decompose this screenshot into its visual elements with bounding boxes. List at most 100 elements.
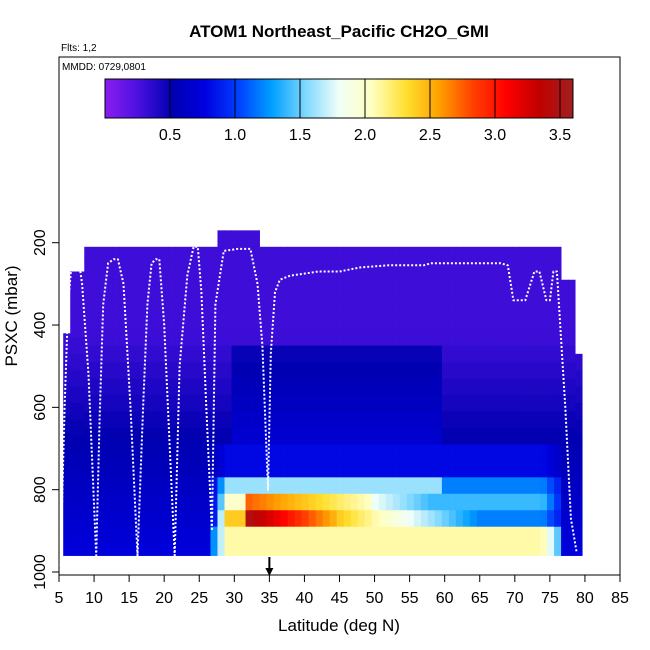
heatmap-cell xyxy=(105,510,113,528)
heatmap-cell xyxy=(315,493,324,511)
heatmap-cell xyxy=(399,543,408,556)
heatmap-cell xyxy=(357,246,366,264)
heatmap-cell xyxy=(448,362,457,379)
heatmap-cell xyxy=(168,493,176,511)
heatmap-cell xyxy=(399,362,408,379)
heatmap-cell xyxy=(547,510,555,528)
heatmap-cell xyxy=(385,329,394,347)
heatmap-cell xyxy=(378,543,387,556)
heatmap-cell xyxy=(203,296,211,314)
heatmap-cell xyxy=(91,378,99,396)
heatmap-cell xyxy=(420,312,429,330)
heatmap-cell xyxy=(161,543,169,556)
heatmap-cell xyxy=(161,362,169,379)
heatmap-cell xyxy=(371,279,380,297)
heatmap-cell xyxy=(280,395,289,412)
heatmap-cell xyxy=(533,296,541,314)
heatmap-cell xyxy=(462,296,471,314)
heatmap-cell xyxy=(217,411,225,429)
heatmap-cell xyxy=(547,543,555,556)
heatmap-cell xyxy=(182,296,190,314)
heatmap-cell xyxy=(554,246,562,264)
heatmap-cell xyxy=(357,444,366,462)
heatmap-cell xyxy=(147,296,155,314)
heatmap-cell xyxy=(350,510,359,528)
heatmap-cell xyxy=(238,329,246,347)
heatmap-cell xyxy=(168,411,176,429)
heatmap-cell xyxy=(448,427,457,445)
heatmap-cell xyxy=(378,444,387,462)
heatmap-cell xyxy=(84,378,92,396)
heatmap-cell xyxy=(280,246,289,264)
heatmap-cell xyxy=(252,444,260,462)
heatmap-cell xyxy=(140,395,148,412)
heatmap-cell xyxy=(315,460,324,478)
heatmap-cell xyxy=(217,543,225,556)
heatmap-cell xyxy=(161,444,169,462)
heatmap-cell xyxy=(84,526,92,544)
heatmap-cell xyxy=(575,386,583,404)
heatmap-cell xyxy=(378,460,387,478)
heatmap-cell xyxy=(336,411,345,429)
heatmap-cell xyxy=(133,329,141,347)
heatmap-cell xyxy=(469,477,478,495)
heatmap-cell xyxy=(350,296,359,314)
heatmap-cell xyxy=(406,345,415,363)
heatmap-cell xyxy=(413,345,422,363)
heatmap-cell xyxy=(469,329,478,347)
heatmap-cell xyxy=(294,411,303,429)
heatmap-cell xyxy=(273,493,281,511)
heatmap-cell xyxy=(336,460,345,478)
heatmap-cell xyxy=(231,246,239,264)
heatmap-cell xyxy=(280,378,289,396)
heatmap-cell xyxy=(434,411,443,429)
heatmap-cell xyxy=(119,526,127,544)
heatmap-cell xyxy=(112,427,120,445)
heatmap-cell xyxy=(357,510,366,528)
heatmap-cell xyxy=(554,296,562,314)
heatmap-cell xyxy=(561,362,569,379)
heatmap-cell xyxy=(217,345,225,363)
heatmap-cell xyxy=(77,502,85,519)
heatmap-cell xyxy=(343,312,352,330)
heatmap-cell xyxy=(161,263,169,281)
heatmap-cell xyxy=(420,329,429,347)
heatmap-cell xyxy=(259,493,267,511)
heatmap-cell xyxy=(357,411,366,429)
heatmap-cell xyxy=(533,246,541,264)
heatmap-cell xyxy=(252,510,260,528)
heatmap-cell xyxy=(147,345,155,363)
heatmap-cell xyxy=(224,477,232,495)
heatmap-cell xyxy=(343,329,352,347)
heatmap-cell xyxy=(392,395,401,412)
heatmap-cell xyxy=(526,477,534,495)
heatmap-cell xyxy=(469,378,478,396)
heatmap-cell xyxy=(196,526,204,544)
heatmap-cell xyxy=(189,526,197,544)
heatmap-cell xyxy=(378,345,387,363)
heatmap-cell xyxy=(280,526,289,544)
heatmap-cell xyxy=(490,345,499,363)
heatmap-cell xyxy=(273,378,281,396)
heatmap-cell xyxy=(427,395,436,412)
heatmap-cell xyxy=(147,460,155,478)
heatmap-cell xyxy=(420,460,429,478)
heatmap-cell xyxy=(406,427,415,445)
heatmap-cell xyxy=(561,296,569,314)
heatmap-cell xyxy=(469,526,478,544)
heatmap-cell xyxy=(126,312,134,330)
heatmap-cell xyxy=(259,411,267,429)
heatmap-cell xyxy=(385,460,394,478)
heatmap-cell xyxy=(448,477,457,495)
heatmap-cell xyxy=(308,493,317,511)
heatmap-cell xyxy=(119,345,127,363)
heatmap-cell xyxy=(483,543,492,556)
heatmap-cell xyxy=(315,378,324,396)
heatmap-cell xyxy=(189,395,197,412)
heatmap-cell xyxy=(294,444,303,462)
heatmap-cell xyxy=(336,296,345,314)
heatmap-cell xyxy=(287,263,296,281)
heatmap-cell xyxy=(427,279,436,297)
heatmap-cell xyxy=(533,493,541,511)
heatmap-cell xyxy=(182,460,190,478)
